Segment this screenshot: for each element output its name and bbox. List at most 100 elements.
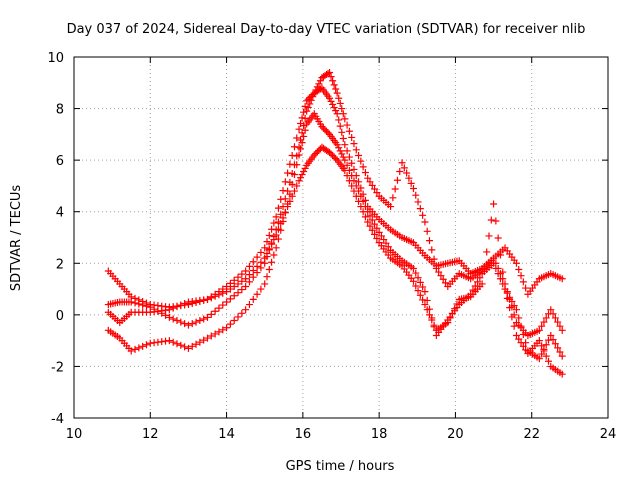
- data-point: [558, 326, 566, 334]
- data-point-interp: [343, 147, 351, 155]
- y-tick-label: -4: [51, 412, 64, 427]
- data-point-interp: [396, 167, 404, 175]
- data-point-interp: [286, 197, 294, 205]
- data-point-interp: [474, 278, 482, 286]
- x-tick-label: 10: [66, 427, 83, 442]
- data-point-interp: [515, 265, 523, 273]
- data-point-interp: [540, 345, 548, 353]
- data-point-interp: [423, 306, 431, 314]
- data-point-interp: [301, 103, 309, 111]
- data-point-interp: [327, 73, 335, 81]
- data-point-interp: [226, 295, 234, 303]
- x-tick-labels: 10 12 14 16 18 20 22 24: [66, 427, 617, 442]
- data-point-interp: [253, 253, 261, 261]
- y-tick-label: 10: [47, 51, 64, 66]
- data-point-interp: [257, 248, 265, 256]
- data-point-interp: [268, 258, 276, 266]
- axis-ticks: [73, 56, 609, 419]
- data-point-interp: [487, 216, 495, 224]
- data-point-interp: [270, 251, 278, 259]
- data-point-interp: [215, 291, 223, 299]
- data-point-interp: [304, 95, 312, 103]
- x-tick-label: 16: [295, 427, 312, 442]
- data-point-interp: [350, 140, 358, 148]
- data-point: [375, 228, 383, 236]
- data-point: [242, 282, 250, 290]
- data-point-interp: [368, 181, 376, 189]
- data-point: [341, 141, 349, 149]
- data-point-interp: [377, 232, 385, 240]
- data-point-interp: [503, 289, 511, 297]
- data-point: [261, 244, 269, 252]
- data-point: [310, 151, 318, 159]
- data-point-interp: [279, 214, 287, 222]
- data-point-interp: [211, 307, 219, 315]
- data-point-interp: [238, 270, 246, 278]
- data-point: [184, 344, 192, 352]
- series-track-1: [104, 84, 566, 311]
- data-point-interp: [380, 236, 388, 244]
- data-point-interp: [391, 185, 399, 193]
- data-point-interp: [542, 341, 550, 349]
- data-point-interp: [345, 153, 353, 161]
- data-point-interp: [338, 128, 346, 136]
- data-point: [364, 174, 372, 182]
- data-point: [512, 306, 520, 314]
- data-point-interp: [329, 100, 337, 108]
- data-point: [398, 159, 406, 167]
- data-point: [242, 275, 250, 283]
- data-point-interp: [263, 249, 271, 257]
- data-point-interp: [519, 330, 527, 338]
- data-point-interp: [324, 129, 332, 137]
- data-point-interp: [230, 317, 238, 325]
- data-point-interp: [336, 147, 344, 155]
- data-series: [104, 68, 566, 378]
- data-point-interp: [496, 275, 504, 283]
- data-point: [165, 306, 173, 314]
- data-point-interp: [290, 187, 298, 195]
- data-point-interp: [419, 296, 427, 304]
- data-point-interp: [519, 342, 527, 350]
- data-point: [272, 213, 280, 221]
- data-point-interp: [437, 272, 445, 280]
- data-point-interp: [343, 121, 351, 129]
- data-point-interp: [327, 97, 335, 105]
- data-point-interp: [142, 302, 150, 310]
- data-point-interp: [538, 342, 546, 350]
- data-point-interp: [522, 284, 530, 292]
- data-point-interp: [332, 107, 340, 115]
- data-point-interp: [551, 340, 559, 348]
- data-point-interp: [350, 165, 358, 173]
- data-point-interp: [371, 220, 379, 228]
- y-axis-label: SDTVAR / TECUs: [9, 185, 24, 292]
- data-point-interp: [192, 340, 200, 348]
- data-point-interp: [350, 187, 358, 195]
- data-point-interp: [207, 294, 215, 302]
- data-point-interp: [416, 291, 424, 299]
- data-point-interp: [330, 104, 338, 112]
- data-point-interp: [131, 299, 139, 307]
- data-point-interp: [249, 258, 257, 266]
- data-point-interp: [522, 339, 530, 347]
- data-point-interp: [309, 93, 317, 101]
- data-point: [333, 141, 341, 149]
- data-point-interp: [315, 146, 323, 154]
- data-point-interp: [496, 251, 504, 259]
- data-point-interp: [306, 100, 314, 108]
- data-point: [223, 288, 231, 296]
- data-point-interp: [139, 301, 147, 309]
- data-point: [535, 326, 543, 334]
- data-point-interp: [293, 134, 301, 142]
- data-point-interp: [361, 213, 369, 221]
- data-point: [421, 218, 429, 226]
- data-point-interp: [556, 322, 564, 330]
- data-point-interp: [499, 280, 507, 288]
- data-point: [478, 280, 486, 288]
- data-point-interp: [265, 245, 273, 253]
- data-point-interp: [234, 273, 242, 281]
- data-point-interp: [425, 237, 433, 245]
- data-point-interp: [373, 189, 381, 197]
- data-point-interp: [519, 278, 527, 286]
- data-point-interp: [414, 274, 422, 282]
- x-tick-label: 12: [142, 427, 159, 442]
